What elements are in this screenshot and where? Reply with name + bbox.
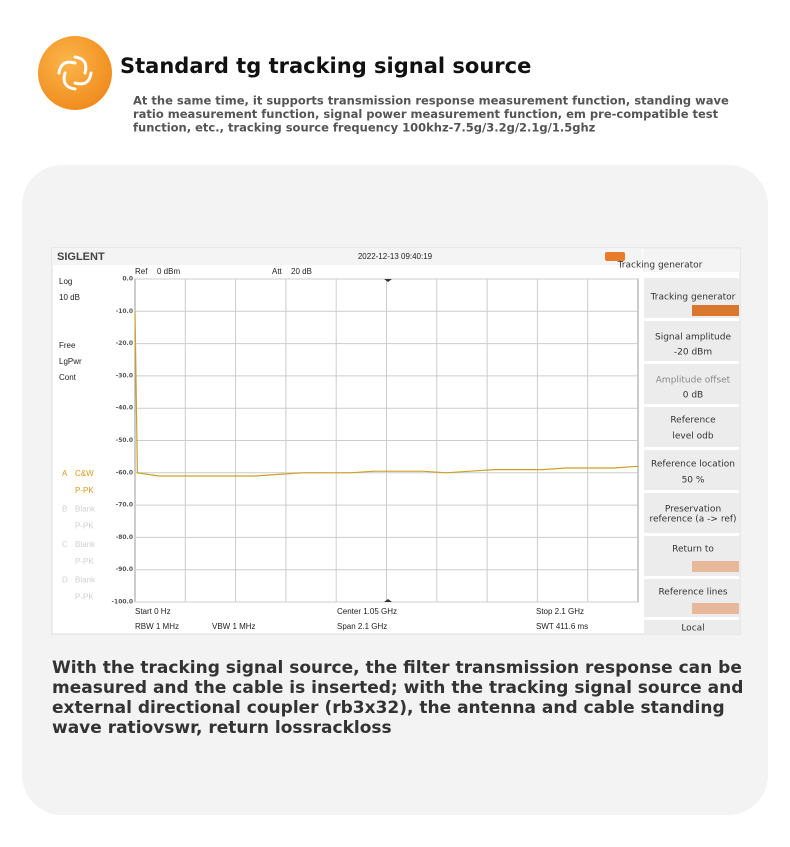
logo-icon (38, 36, 112, 110)
trace-mode: Blank (75, 505, 96, 514)
trace-mode: C&W (75, 469, 94, 478)
menu: Tracking generator Signal amplitude -20 dB… (644, 278, 740, 634)
footer-rbw: RBW 1 MHz (135, 622, 179, 631)
att-label: Att (272, 267, 283, 276)
subtitle: At the same time, it supports transmissi… (133, 94, 729, 135)
menu-button[interactable] (644, 321, 740, 361)
body-line: measured and the cable is inserted; with… (52, 678, 743, 698)
panel-label: LgPwr (59, 357, 82, 366)
trace-detector: P-PK (75, 486, 94, 495)
footer-swt: SWT 411.6 ms (536, 622, 588, 631)
menu-value: -20 dBm (674, 348, 712, 358)
y-tick-label: -70.0 (116, 502, 133, 509)
panel-label: Log (59, 277, 72, 286)
trace-detector: P-PK (75, 593, 94, 602)
trace-detector: P-PK (75, 557, 94, 566)
menu-label-large: Reference (670, 416, 716, 426)
trace-letter: B (62, 505, 67, 514)
menu-title: Tracking generator (617, 261, 703, 271)
body-line: wave ratiovswr, return lossrackloss (52, 718, 392, 738)
trace-letter: D (62, 576, 68, 585)
trace-line (134, 311, 639, 477)
menu-header (643, 249, 740, 272)
trace-mode: Blank (75, 576, 96, 585)
menu-label: Signal amplitude (655, 333, 731, 343)
footer-stop: Stop 2.1 GHz (536, 607, 584, 616)
menu-value: 0 dB (683, 391, 703, 401)
trace-letter: C (62, 540, 68, 549)
brand: SIGLENT (57, 251, 105, 263)
logo-swirl (57, 55, 93, 91)
menu-button[interactable] (644, 364, 740, 404)
plot: 0.0 -10.0 -20.0 -30.0 -40.0 -50.0 -60.0 -70.0 -8… (112, 276, 639, 606)
body-line: external directional coupler (rb3x32), t… (52, 698, 725, 718)
menu-label: Tracking generator (650, 293, 736, 303)
footer-center: Center 1.05 GHz (337, 607, 397, 616)
footer-start: Start 0 Hz (135, 607, 171, 616)
subtitle-line: At the same time, it supports transmissi… (133, 94, 729, 108)
menu-value: 50 % (682, 476, 705, 486)
panel-label: Free (59, 341, 76, 350)
menu-label: Amplitude offset (656, 376, 731, 386)
y-tick-label: -50.0 (116, 437, 133, 444)
y-tick-label: 0.0 (122, 276, 133, 283)
menu-label: reference (a -> ref) (649, 515, 736, 525)
left-panel: Log 10 dB Free LgPwr Cont A C&W P-PK B Blank P-PK C… (59, 277, 96, 602)
subtitle-line: ratio measurement function, signal power… (133, 107, 719, 121)
ref-label: Ref (135, 267, 148, 276)
toggle (692, 603, 739, 614)
menu-button[interactable] (644, 450, 740, 490)
y-tick-label: -40.0 (116, 405, 133, 412)
battery-icon (605, 252, 625, 261)
menu-button[interactable] (644, 620, 740, 634)
toggle (692, 305, 739, 316)
body-text: With the tracking signal source, the fil… (52, 658, 743, 738)
status-bar (52, 248, 642, 265)
trace-mode: Blank (75, 540, 96, 549)
menu-label: Reference lines (658, 588, 727, 598)
ref-value: 0 dBm (157, 267, 180, 276)
datetime: 2022-12-13 09:40:19 (358, 252, 433, 261)
y-tick-label: -20.0 (116, 340, 133, 347)
menu-label: Preservation (665, 505, 721, 515)
toggle (692, 561, 739, 572)
menu-label: Reference location (651, 460, 735, 470)
y-tick-label: -90.0 (116, 566, 133, 573)
menu-button[interactable] (644, 493, 740, 533)
y-tick-label: -100.0 (112, 599, 133, 606)
menu-label-large: level odb (672, 432, 713, 442)
body-line: With the tracking signal source, the fil… (52, 658, 742, 678)
screen-footer: Start 0 Hz Center 1.05 GHz Stop 2.1 GHz RBW… (135, 607, 588, 631)
y-tick-label: -30.0 (116, 372, 133, 379)
panel-label: 10 dB (59, 293, 80, 302)
trace-letter: A (62, 469, 68, 478)
panel-label: Cont (59, 373, 77, 382)
subtitle-line: function, etc., tracking source frequenc… (133, 121, 596, 135)
y-tick-label: -60.0 (116, 469, 133, 476)
menu-label: Local (681, 624, 704, 634)
y-tick-label: -10.0 (116, 308, 133, 315)
footer-vbw: VBW 1 MHz (212, 622, 256, 631)
menu-label: Return to (672, 545, 714, 555)
title: Standard tg tracking signal source (120, 54, 531, 78)
y-tick-label: -80.0 (116, 534, 133, 541)
att-value: 20 dB (291, 267, 312, 276)
menu-button[interactable] (644, 407, 740, 447)
footer-span: Span 2.1 GHz (337, 622, 387, 631)
trace-detector: P-PK (75, 522, 94, 531)
